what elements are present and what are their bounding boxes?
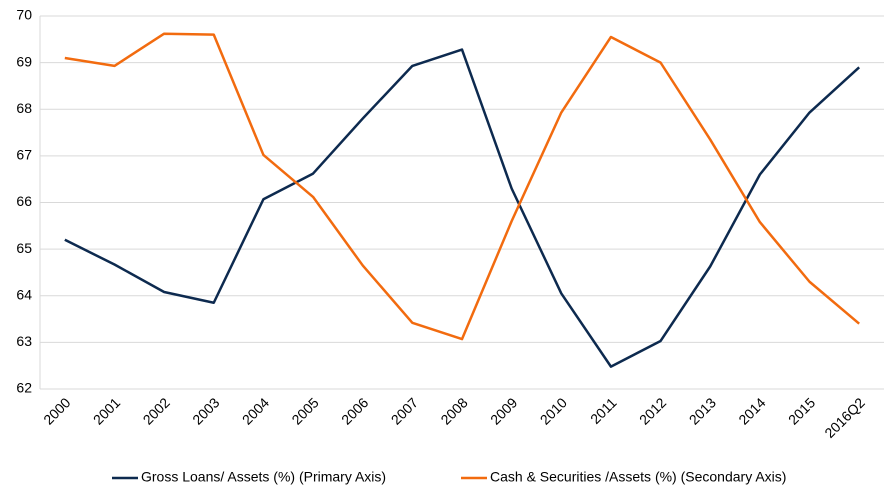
y-tick-label: 69 [16,53,32,69]
x-tick-label: 2007 [388,394,421,427]
x-tick-label: 2005 [288,394,321,427]
y-tick-label: 64 [16,286,32,302]
x-tick-label: 2003 [189,394,222,427]
x-tick-label: 2010 [537,394,570,427]
x-tick-label: 2001 [90,394,123,427]
x-tick-label: 2004 [239,394,272,427]
x-tick-label: 2016Q2 [821,394,868,441]
x-tick-label: 2009 [487,394,520,427]
x-tick-label: 2012 [636,394,669,427]
x-tick-label: 2000 [40,394,73,427]
y-tick-label: 62 [16,380,32,396]
x-tick-label: 2008 [437,394,470,427]
y-tick-label: 66 [16,193,32,209]
x-tick-label: 2014 [735,394,768,427]
legend-label: Cash & Securities /Assets (%) (Secondary… [490,469,786,485]
x-tick-label: 2011 [587,394,620,427]
legend-label: Gross Loans/ Assets (%) (Primary Axis) [141,469,386,485]
y-tick-label: 65 [16,240,32,256]
series-line [64,32,860,341]
y-tick-label: 67 [16,147,32,163]
x-tick-label: 2013 [686,394,719,427]
y-tick-label: 63 [16,333,32,349]
series-line [64,48,861,368]
x-tick-label: 2015 [785,394,818,427]
x-tick-label: 2006 [338,394,371,427]
x-tick-label: 2002 [140,394,173,427]
y-tick-label: 70 [16,7,32,23]
y-tick-label: 68 [16,100,32,116]
